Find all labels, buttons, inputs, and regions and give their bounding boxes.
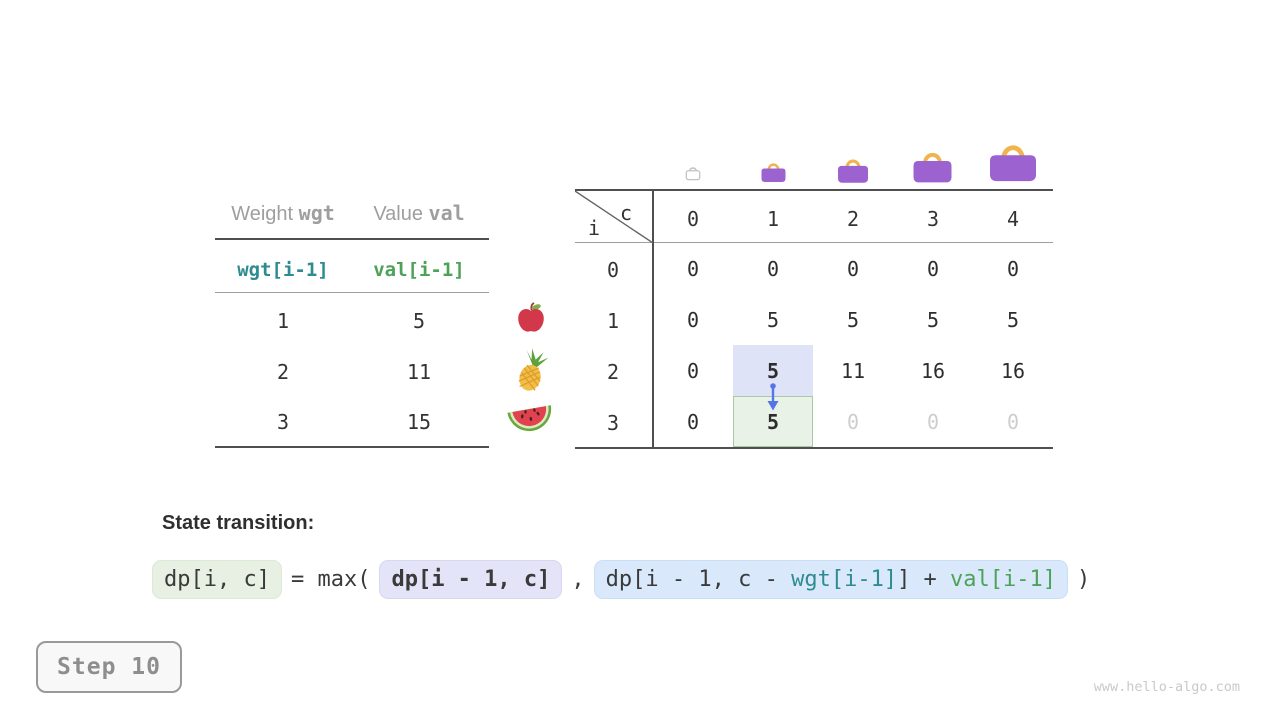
dp-table-header-rule	[575, 242, 1053, 243]
dp-row-header-1: 1	[606, 309, 620, 333]
dp-cell-2-3: 16	[920, 358, 946, 383]
dp-cell-0-2: 0	[846, 256, 860, 281]
formula-take-mid: ] +	[897, 567, 951, 592]
item-1-value: 5	[412, 309, 426, 333]
dp-col-header-4: 4	[1006, 207, 1020, 231]
dp-col-header-2: 2	[846, 207, 860, 231]
dp-table-bottom-rule	[575, 447, 1053, 449]
dp-cell-1-3: 5	[926, 307, 940, 332]
dp-cell-1-2: 5	[846, 307, 860, 332]
dp-cell-3-0: 0	[686, 409, 700, 434]
value-header-text: Value	[373, 203, 429, 225]
dp-cell-2-4: 16	[1000, 358, 1026, 383]
bag-capacity-1-icon	[761, 163, 786, 182]
bag-capacity-3-icon	[913, 152, 952, 183]
items-col-weight-header: Weight wgt	[213, 201, 353, 226]
dp-col-header-3: 3	[926, 207, 940, 231]
state-transition-formula: dp[i, c] = max( dp[i - 1, c] , dp[i - 1,…	[152, 560, 1090, 599]
dp-cell-2-2: 11	[840, 358, 866, 383]
empty-bag-icon	[685, 167, 701, 181]
wgt-subheader: wgt[i-1]	[237, 259, 329, 281]
val-subheader: val[i-1]	[373, 259, 465, 281]
corner-label-c: c	[619, 201, 633, 225]
pineapple-icon	[518, 348, 549, 391]
dp-col-header-1: 1	[766, 207, 780, 231]
dp-row-header-2: 2	[606, 360, 620, 384]
apple-icon	[518, 302, 544, 332]
items-table-top-rule	[215, 238, 489, 240]
dp-cell-3-3: 0	[926, 409, 940, 434]
watermark: www.hello-algo.com	[1093, 679, 1240, 695]
formula-max-open: = max(	[290, 567, 371, 592]
dp-cell-1-4: 5	[1006, 307, 1020, 332]
corner-label-i: i	[587, 216, 601, 240]
item-3-weight: 3	[276, 410, 290, 434]
dp-cell-3-2: 0	[846, 409, 860, 434]
val-code-label: val	[428, 201, 465, 225]
dp-table-vertical-rule	[652, 189, 654, 449]
dp-row-header-0: 0	[606, 258, 620, 282]
item-2-value: 11	[406, 360, 432, 384]
formula-take-box: dp[i - 1, c - wgt[i-1]] + val[i-1]	[593, 560, 1069, 599]
formula-result-box: dp[i, c]	[152, 560, 282, 599]
bag-capacity-4-icon	[990, 145, 1036, 182]
dp-table-top-rule	[575, 189, 1053, 191]
item-1-weight: 1	[276, 309, 290, 333]
formula-take-prefix: dp[i - 1, c -	[605, 567, 792, 592]
item-3-value: 15	[406, 410, 432, 434]
dp-cell-0-4: 0	[1006, 256, 1020, 281]
step-badge-label: Step 10	[57, 654, 161, 680]
step-badge: Step 10	[36, 641, 182, 693]
dp-cell-0-3: 0	[926, 256, 940, 281]
watermelon-icon	[507, 405, 552, 432]
formula-wgt-term: wgt[i-1]	[791, 567, 898, 592]
formula-comma: ,	[571, 567, 585, 592]
formula-keep-box: dp[i - 1, c]	[379, 560, 563, 599]
dp-cell-0-0: 0	[686, 256, 700, 281]
items-col-value-header: Value val	[349, 201, 489, 226]
items-table-mid-rule	[215, 292, 489, 293]
dp-row-header-3: 3	[606, 411, 620, 435]
dp-cell-0-1: 0	[766, 256, 780, 281]
weight-header-text: Weight	[231, 203, 299, 225]
dp-cell-1-0: 0	[686, 307, 700, 332]
dp-col-header-0: 0	[686, 207, 700, 231]
dp-cell-1-1: 5	[766, 307, 780, 332]
dp-cell-3-4: 0	[1006, 409, 1020, 434]
bag-capacity-2-icon	[838, 159, 868, 183]
wgt-code-label: wgt	[298, 201, 335, 225]
state-transition-heading: State transition:	[162, 512, 315, 534]
formula-close-paren: )	[1077, 567, 1091, 592]
down-arrow-icon	[767, 383, 779, 411]
corner-diagonal-line	[575, 191, 653, 243]
items-table-bottom-rule	[215, 446, 489, 448]
formula-val-term: val[i-1]	[950, 567, 1057, 592]
dp-cell-2-0: 0	[686, 358, 700, 383]
item-2-weight: 2	[276, 360, 290, 384]
